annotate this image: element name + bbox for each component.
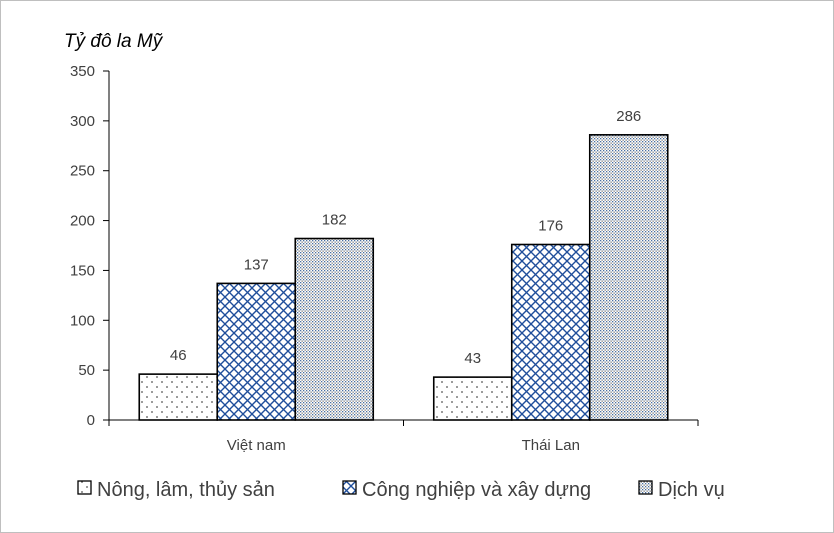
y-axis: 0 50 100 150 200 250 300 350	[70, 63, 110, 429]
y-tick-label: 300	[70, 113, 95, 130]
legend-label: Nông, lâm, thủy sản	[97, 479, 275, 501]
x-tick-label: Thái Lan	[522, 437, 580, 454]
data-label: 176	[538, 218, 563, 235]
bar-1-1	[138, 373, 219, 421]
y-axis-title: Tỷ đô la Mỹ	[64, 31, 164, 52]
data-label: 137	[244, 256, 269, 273]
data-labels: 46 137 182 43 176 286	[170, 108, 641, 367]
legend-swatch	[342, 480, 357, 495]
bar-3-1	[294, 237, 375, 421]
data-label: 43	[464, 350, 481, 367]
bar-2-1	[216, 282, 297, 421]
bars	[138, 134, 669, 421]
legend: Nông, lâm, thủy sản Công nghiệp và xây dự…	[77, 479, 725, 501]
y-tick-label: 50	[78, 362, 95, 379]
x-tick-label: Việt nam	[227, 437, 286, 454]
y-tick-label: 100	[70, 312, 95, 329]
legend-swatch	[638, 480, 653, 495]
data-label: 286	[616, 108, 641, 125]
bar-2-2	[510, 243, 591, 421]
y-tick-label: 0	[87, 412, 95, 429]
bar-3-2	[588, 134, 669, 421]
data-label: 182	[322, 212, 347, 229]
legend-label: Công nghiệp và xây dựng	[362, 479, 591, 501]
legend-label: Dịch vụ	[658, 479, 725, 501]
data-label: 46	[170, 347, 187, 364]
y-tick-label: 250	[70, 163, 95, 180]
x-axis: Việt nam Thái Lan	[108, 419, 699, 454]
bar-1-2	[432, 376, 513, 421]
y-tick-label: 200	[70, 213, 95, 230]
legend-swatch	[77, 480, 92, 495]
y-tick-label: 350	[70, 63, 95, 80]
y-tick-label: 150	[70, 262, 95, 279]
